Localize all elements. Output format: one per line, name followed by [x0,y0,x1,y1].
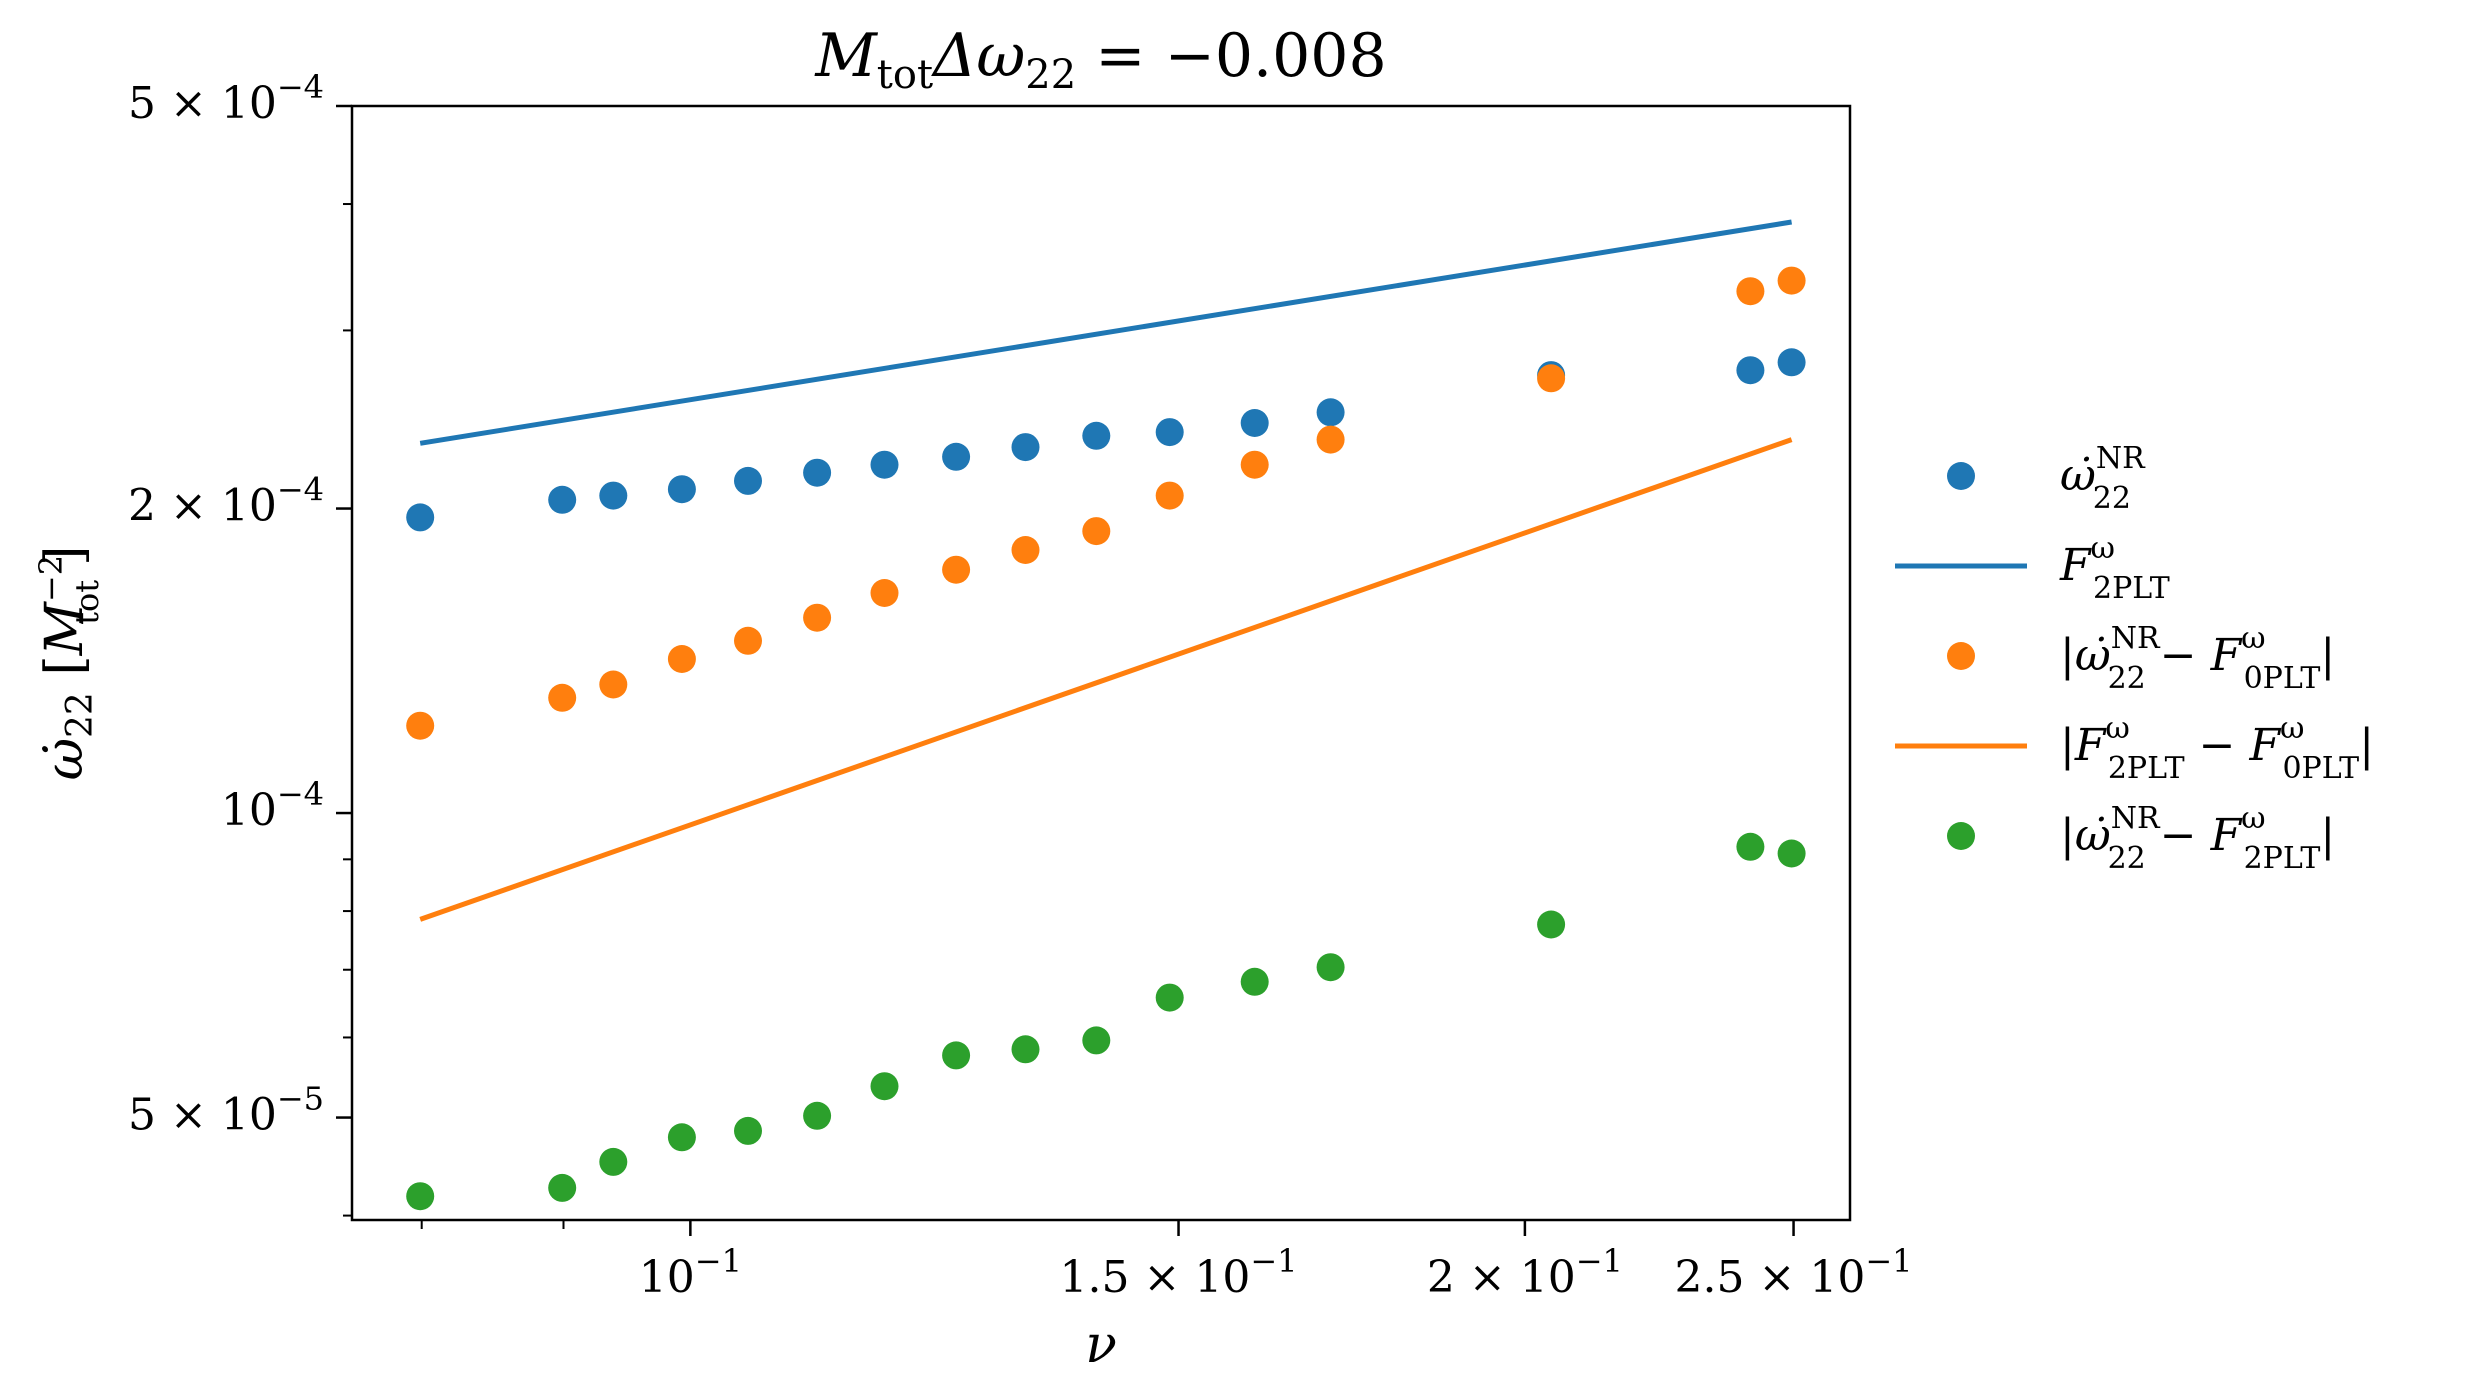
series-2-point [734,626,762,655]
series-2-point [1537,364,1566,393]
series-0-point [406,503,435,532]
series-0-point [1155,418,1184,447]
series-4-point [1316,953,1345,982]
series-2-point [1240,450,1269,479]
x-tick-label: 1.5 × 10−1 [1060,1242,1298,1303]
x-tick-label: 2.5 × 10−1 [1675,1242,1913,1303]
series-4-point [1011,1035,1040,1064]
legend-label: |ω̇NR 22 − Fω 0PLT| [2060,621,2335,696]
series-2-point [870,579,899,607]
y-tick-label: 5 × 10−4 [128,68,324,129]
series-0-point [1240,409,1269,437]
series-0-point [548,485,577,514]
lines-layer [419,219,1793,922]
legend-point-marker [1947,462,1975,490]
y-tick-label: 2 × 10−4 [128,471,324,532]
series-2-point [548,683,577,712]
series-0-point [1082,421,1111,450]
series-4-point [734,1116,762,1145]
series-0-point [803,458,832,487]
series-0-point [667,475,696,504]
series-4-point [548,1173,577,1202]
series-1-line [419,219,1792,446]
series-0-point [734,466,762,495]
series-4-point [1537,910,1566,939]
series-2-point [1011,536,1040,564]
series-4-point [1240,967,1269,996]
x-axis-label: ν [1085,1315,1117,1375]
legend-label: ω̇NR 22 [2060,441,2146,516]
series-4-point [942,1041,971,1070]
legend-point-marker [1947,822,1975,850]
axes-frame [350,104,1852,1222]
series-2-point [599,670,628,699]
series-2-point [942,555,971,584]
series-2-point [1155,481,1184,510]
series-4-point [1777,839,1806,868]
x-tick-label: 10−1 [639,1242,742,1303]
series-0-point [1011,433,1040,462]
ticks-layer: 10−1 1.5 × 10−1 2 × 10−1 2.5 × 10−1 5 × 10−5… [128,68,1913,1303]
series-2-point [1777,266,1806,295]
chart-title: MtotΔω22 = −0.008 [814,21,1386,98]
series-4-point [1155,983,1184,1012]
y-axis-label: ω̇22 [M−2tot] [32,546,106,781]
legend-label: |Fω 2PLT − Fω 0PLT| [2060,711,2374,786]
series-2-point [667,645,696,673]
series-4-point [599,1147,628,1176]
legend-label: |ω̇NR 22 − Fω 2PLT| [2060,801,2335,876]
series-0-point [1736,356,1765,385]
series-2-point [803,603,832,632]
series-4-point [1082,1026,1111,1055]
series-2-point [1316,425,1345,454]
series-3-line [419,437,1793,922]
legend-label: Fω 2PLT [2059,531,2170,606]
series-0-point [1316,398,1345,427]
legend: ω̇NR 22 Fω 2PLT |ω̇NR 22 − Fω 0PLT| |Fω 2PLT − F… [1895,441,2374,876]
series-0-point [870,450,899,479]
y-tick-label: 5 × 10−5 [128,1080,324,1141]
legend-point-marker [1947,642,1975,670]
y-tick-label: 10−4 [221,775,324,836]
x-tick-label: 2 × 10−1 [1427,1242,1623,1303]
series-4-point [1736,832,1765,861]
series-0-point [599,481,628,510]
series-0-point [1777,348,1806,377]
series-2-point [1736,277,1765,306]
series-4-point [803,1101,832,1130]
series-2-point [406,711,435,740]
series-0-point [942,442,971,471]
series-4-point [870,1072,899,1101]
series-4-point [667,1123,696,1152]
points-layer [406,266,1806,1211]
series-4-point [406,1182,435,1211]
series-2-point [1082,517,1111,546]
